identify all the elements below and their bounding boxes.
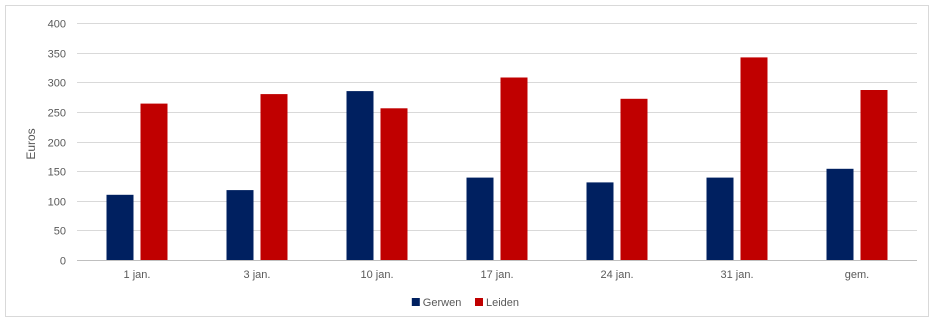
bar-leiden-7 [860, 90, 888, 260]
y-axis-tick-labels: 0 50 100 150 200 250 300 350 400 [48, 19, 66, 268]
bar-leiden-1 [140, 103, 168, 260]
legend-item-gerwen: Gerwen [411, 297, 462, 309]
y-tick-label: 400 [48, 19, 66, 31]
bar-gerwen-5 [586, 182, 614, 260]
legend-swatch [475, 298, 483, 306]
bar-leiden-5 [620, 98, 648, 260]
chart-area: 0 50 100 150 200 250 300 350 400 Euros 1 jan. 3 j… [5, 5, 929, 317]
legend-swatch [411, 298, 420, 306]
legend-label: Leiden [486, 297, 519, 309]
y-tick-label: 150 [48, 167, 66, 179]
x-tick-label: gem. [845, 269, 869, 281]
bar-gerwen-3 [346, 91, 374, 260]
bar-gerwen-6 [706, 177, 734, 260]
gridlines [77, 23, 917, 231]
y-tick-label: 100 [48, 197, 66, 209]
y-axis-label: Euros [24, 128, 38, 159]
y-tick-label: 350 [48, 49, 66, 61]
y-tick-label: 300 [48, 78, 66, 90]
bar-gerwen-1 [106, 194, 134, 260]
x-tick-label: 24 jan. [600, 269, 633, 281]
bars [106, 57, 888, 261]
x-tick-label: 17 jan. [480, 269, 513, 281]
bar-leiden-6 [740, 57, 768, 261]
y-tick-label: 200 [48, 138, 66, 150]
bar-leiden-4 [500, 77, 528, 260]
bar-gerwen-2 [226, 190, 254, 260]
y-tick-label: 250 [48, 108, 66, 120]
y-tick-label: 0 [60, 256, 66, 268]
x-axis-tick-labels: 1 jan. 3 jan. 10 jan. 17 jan. 24 jan. 31 jan.… [124, 269, 870, 281]
bar-leiden-3 [380, 108, 408, 260]
legend-label: Gerwen [423, 297, 462, 309]
x-tick-label: 31 jan. [720, 269, 753, 281]
legend: Gerwen Leiden [411, 297, 519, 309]
x-tick-label: 10 jan. [360, 269, 393, 281]
y-tick-label: 50 [54, 226, 66, 238]
bar-gerwen-7 [826, 168, 854, 260]
bar-gerwen-4 [466, 177, 494, 260]
x-tick-label: 1 jan. [124, 269, 151, 281]
bar-leiden-2 [260, 94, 288, 260]
x-tick-label: 3 jan. [244, 269, 271, 281]
legend-item-leiden: Leiden [475, 297, 519, 309]
chart-canvas: 0 50 100 150 200 250 300 350 400 Euros 1 jan. 3 j… [24, 19, 917, 309]
